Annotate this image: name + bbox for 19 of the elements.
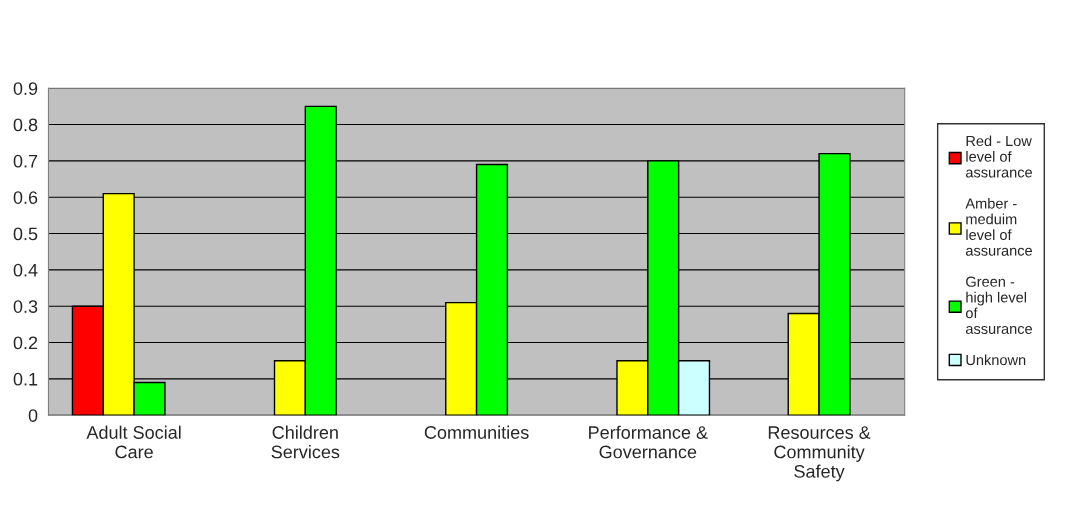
- y-tick-label: 0.7: [13, 154, 38, 168]
- y-tick-label: 0: [28, 409, 38, 422]
- legend-label: Red - Low level of assurance: [965, 135, 1032, 178]
- y-tick-label: 0.5: [13, 227, 38, 241]
- x-tick-label: Children Services: [271, 425, 340, 459]
- legend-label: Unknown: [966, 354, 1026, 366]
- y-tick-label: 0.8: [13, 118, 38, 132]
- x-tick-label: Adult Social Care: [86, 425, 181, 459]
- y-tick-label: 0.1: [13, 372, 38, 386]
- y-tick-label: 0.6: [13, 191, 38, 204]
- x-tick-label: Resources & Community Safety: [768, 426, 871, 482]
- y-tick-label: 0.3: [13, 300, 38, 313]
- legend-label: Green - high level of assurance: [965, 276, 1032, 334]
- y-tick-label: 0.4: [13, 263, 38, 277]
- y-tick-label: 0.2: [13, 336, 38, 350]
- legend-label: Amber - meduim level of assurance: [965, 197, 1032, 256]
- y-tick-label: 0.9: [13, 82, 38, 95]
- x-tick-label: Performance & Governance: [589, 425, 708, 459]
- x-tick-label: Communities: [424, 425, 529, 439]
